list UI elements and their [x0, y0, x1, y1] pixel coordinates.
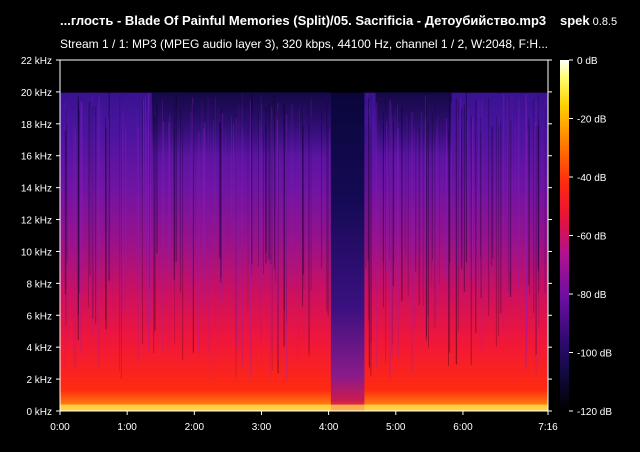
colorbar-tick-label: 0 dB [577, 56, 598, 67]
x-tick-label: 5:00 [386, 422, 406, 433]
y-tick-label: 16 kHz [21, 152, 52, 163]
spectrogram-lowband [60, 404, 548, 411]
spectrogram-image [59, 60, 548, 411]
spectrogram-quiet-section [330, 60, 365, 411]
app-version: 0.8.5 [592, 16, 618, 28]
colorbar-tick-label: -40 dB [577, 173, 607, 184]
y-tick-label: 20 kHz [21, 88, 52, 99]
app-name: spek 0.8.5 [560, 13, 617, 28]
x-tick-label: 3:00 [252, 422, 272, 433]
x-tick-label: 6:00 [453, 422, 473, 433]
app-name-label: spek [560, 13, 590, 28]
colorbar-tick-label: -120 dB [577, 407, 612, 418]
y-tick-label: 4 kHz [26, 343, 52, 354]
spectrogram-upper-shade [151, 91, 331, 156]
axes: 0 kHz 2 kHz 4 kHz 6 kHz 8 kHz 10 kHz 12 kHz 14 … [21, 56, 558, 433]
y-tick-label: 22 kHz [21, 56, 52, 67]
y-tick-label: 12 kHz [21, 216, 52, 227]
x-tick-label: 0:00 [50, 422, 70, 433]
y-tick-label: 18 kHz [21, 120, 52, 131]
plot-frame [59, 59, 549, 412]
y-tick-label: 0 kHz [26, 407, 52, 418]
colorbar-tick-label: -80 dB [577, 290, 607, 301]
x-tick-label: 1:00 [117, 422, 137, 433]
colorbar-tick-label: -20 dB [577, 115, 607, 126]
colorbar-gradient [560, 60, 569, 411]
colorbar: 0 dB -20 dB -40 dB -60 dB -80 dB -100 dB -120 … [560, 56, 612, 418]
y-tick-label: 8 kHz [26, 279, 52, 290]
y-tick-label: 14 kHz [21, 184, 52, 195]
colorbar-tick-label: -60 dB [577, 232, 607, 243]
x-tick-label: 7:16 [538, 422, 558, 433]
x-tick-label: 4:00 [319, 422, 339, 433]
stream-info: Stream 1 / 1: MP3 (MPEG audio layer 3), … [60, 37, 549, 51]
spectrogram-upper-shade [375, 91, 452, 156]
y-tick-label: 2 kHz [26, 375, 52, 386]
file-title: ...глость - Blade Of Painful Memories (S… [60, 13, 547, 28]
y-tick-label: 10 kHz [21, 247, 52, 258]
y-tick-label: 6 kHz [26, 311, 52, 322]
colorbar-tick-label: -100 dB [577, 349, 612, 360]
x-tick-label: 2:00 [185, 422, 205, 433]
